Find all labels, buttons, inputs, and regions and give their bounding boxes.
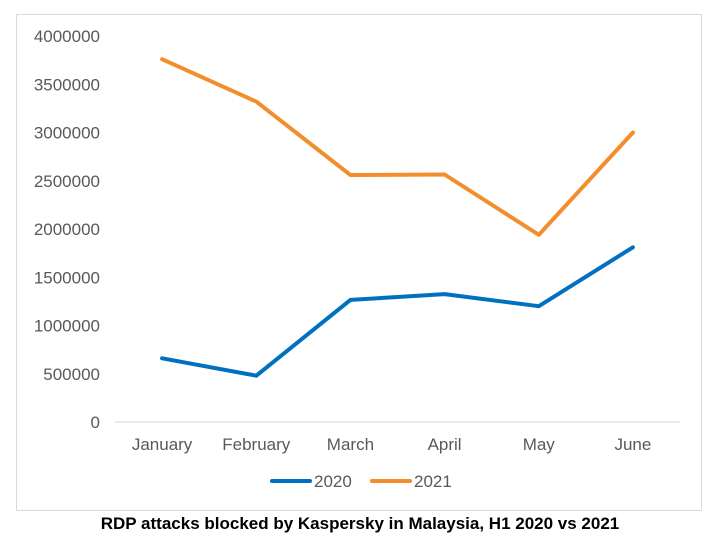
y-tick-label: 1000000 [34,317,100,336]
y-tick-label: 2500000 [34,172,100,191]
chart-frame [16,14,702,511]
legend-label-2020: 2020 [314,472,352,491]
y-tick-label: 2000000 [34,220,100,239]
y-tick-label: 3000000 [34,124,100,143]
x-axis: January February March April May June [132,435,652,454]
series-lines [160,57,635,378]
y-tick-label: 4000000 [34,27,100,46]
chart-caption: RDP attacks blocked by Kaspersky in Mala… [100,514,620,533]
legend-label-2021: 2021 [414,472,452,491]
y-tick-label: 0 [91,413,100,432]
x-tick-label: June [614,435,651,454]
y-tick-label: 500000 [43,365,100,384]
x-tick-label: April [428,435,462,454]
series-line-2021 [160,57,635,237]
y-tick-label: 1500000 [34,268,100,287]
x-tick-label: March [327,435,374,454]
x-tick-label: February [222,435,291,454]
legend: 2020 2021 [270,472,452,491]
x-tick-label: January [132,435,193,454]
x-tick-label: May [523,435,556,454]
y-tick-label: 3500000 [34,75,100,94]
series-line-2020 [160,245,635,378]
y-axis: 0 500000 1000000 1500000 2000000 2500000 30000… [34,27,100,432]
